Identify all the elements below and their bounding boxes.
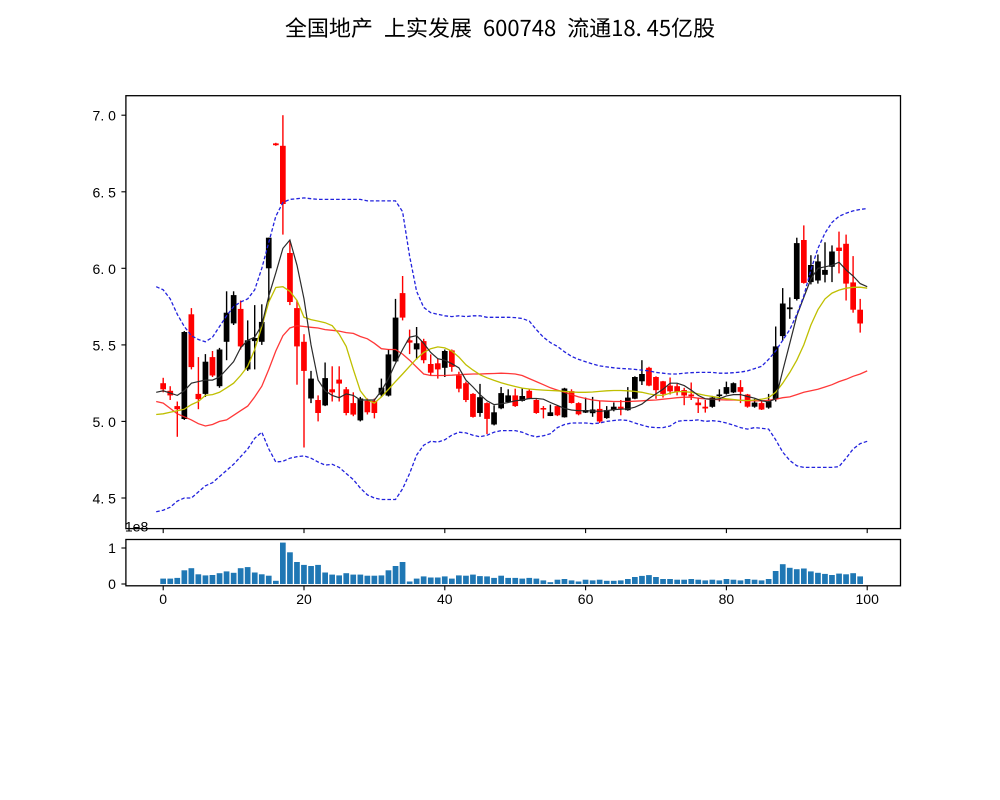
svg-text:1: 1 (108, 540, 116, 556)
svg-text:6. 5: 6. 5 (93, 184, 117, 200)
svg-text:7. 0: 7. 0 (93, 108, 117, 124)
svg-text:1e8: 1e8 (125, 519, 149, 535)
svg-text:4. 5: 4. 5 (93, 491, 117, 507)
svg-text:80: 80 (719, 591, 735, 607)
svg-text:20: 20 (296, 591, 312, 607)
svg-text:0: 0 (108, 576, 116, 592)
svg-text:40: 40 (437, 591, 453, 607)
svg-text:6. 0: 6. 0 (93, 261, 117, 277)
svg-text:5. 0: 5. 0 (93, 414, 117, 430)
svg-text:0: 0 (159, 591, 167, 607)
svg-text:5. 5: 5. 5 (93, 337, 117, 353)
svg-text:100: 100 (856, 591, 880, 607)
svg-text:60: 60 (578, 591, 594, 607)
